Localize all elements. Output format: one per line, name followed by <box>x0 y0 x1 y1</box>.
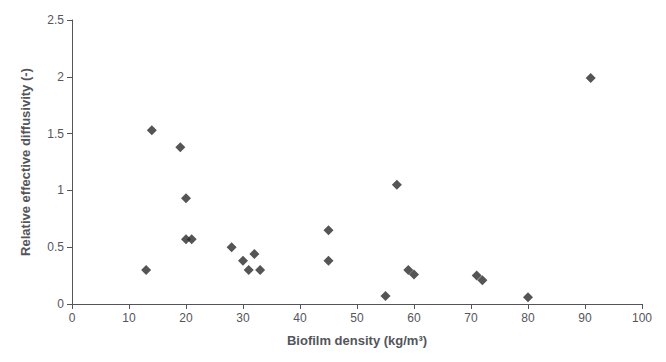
svg-text:30: 30 <box>236 311 250 325</box>
svg-text:10: 10 <box>122 311 136 325</box>
svg-text:60: 60 <box>407 311 421 325</box>
svg-text:Relative effective diffusivity: Relative effective diffusivity (-) <box>18 68 33 256</box>
svg-text:0: 0 <box>69 311 76 325</box>
svg-text:40: 40 <box>293 311 307 325</box>
svg-text:1.5: 1.5 <box>47 127 64 141</box>
svg-text:2.5: 2.5 <box>47 13 64 27</box>
svg-text:90: 90 <box>578 311 592 325</box>
svg-text:100: 100 <box>632 311 652 325</box>
svg-text:20: 20 <box>179 311 193 325</box>
svg-text:Biofilm density (kg/m³): Biofilm density (kg/m³) <box>287 333 427 348</box>
svg-text:2: 2 <box>57 70 64 84</box>
svg-text:0.5: 0.5 <box>47 240 64 254</box>
svg-text:50: 50 <box>350 311 364 325</box>
svg-text:1: 1 <box>57 183 64 197</box>
svg-text:70: 70 <box>464 311 478 325</box>
svg-text:0: 0 <box>57 297 64 311</box>
svg-text:80: 80 <box>521 311 535 325</box>
